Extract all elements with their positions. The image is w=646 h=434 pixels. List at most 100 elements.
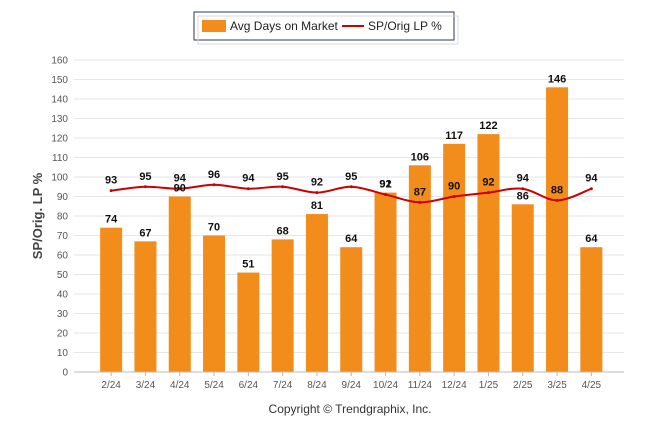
x-tick-label: 4/25 [582, 380, 602, 391]
y-tick-label: 100 [51, 173, 68, 184]
y-tick-label: 20 [57, 329, 69, 340]
data-labels: 74 67 90 70 51 68 81 64 92 106 117 122 86 146 64 93 95 94… [105, 73, 598, 270]
line-value-label: 93 [105, 175, 117, 187]
line-value-label: 94 [517, 173, 530, 185]
line-point [555, 198, 559, 202]
x-tick-label: 4/24 [170, 380, 190, 391]
bar-value-label: 90 [174, 183, 186, 195]
y-tick-label: 0 [62, 368, 68, 379]
y-tick-label: 160 [51, 56, 68, 67]
line-value-label: 95 [345, 171, 357, 183]
y-tick-label: 70 [57, 231, 69, 242]
bar [203, 235, 226, 372]
line-value-label: 91 [379, 179, 391, 191]
axes: 0 10 20 30 40 50 60 70 80 90 100 110 120 130 140 150 160… [51, 56, 624, 391]
line-value-label: 88 [551, 184, 563, 196]
line-series [109, 183, 593, 204]
line-point [589, 187, 593, 191]
line-point [384, 193, 388, 197]
x-tick-label: 12/24 [442, 380, 467, 391]
y-tick-label: 130 [51, 114, 68, 125]
x-tick-label: 2/25 [513, 380, 533, 391]
line-value-label: 92 [311, 177, 323, 189]
line-point [281, 185, 285, 189]
bar [546, 87, 569, 373]
bar [511, 204, 534, 372]
line-value-label: 87 [414, 186, 426, 198]
x-tick-label: 7/24 [273, 380, 293, 391]
bar [100, 227, 123, 372]
line-point [246, 187, 250, 191]
line-value-label: 94 [174, 173, 187, 185]
bar-value-label: 117 [445, 130, 463, 142]
y-tick-label: 30 [57, 309, 69, 320]
bar [271, 239, 294, 372]
line-point [143, 185, 147, 189]
line-value-label: 92 [482, 177, 494, 189]
bar [443, 143, 466, 372]
line-point [521, 187, 525, 191]
x-tick-label: 6/24 [239, 380, 259, 391]
x-tick-label: 3/25 [547, 380, 567, 391]
line-value-label: 96 [208, 169, 220, 181]
y-tick-label: 80 [57, 212, 69, 223]
legend-label-line: SP/Orig LP % [368, 19, 442, 33]
bar-series [100, 87, 603, 373]
x-tick-label: 1/25 [479, 380, 499, 391]
bar-value-label: 106 [411, 151, 429, 163]
x-tick-label: 11/24 [408, 380, 433, 391]
x-tick-label: 8/24 [307, 380, 327, 391]
line-value-label: 94 [585, 173, 598, 185]
line-point [109, 189, 113, 193]
x-tick-label: 10/24 [373, 380, 398, 391]
line-point [349, 185, 353, 189]
bar [340, 247, 363, 372]
bar-value-label: 67 [139, 227, 151, 239]
bar-value-label: 86 [517, 190, 529, 202]
bar [305, 214, 328, 372]
line-value-label: 94 [242, 173, 255, 185]
bar [408, 165, 431, 372]
y-tick-label: 50 [57, 270, 69, 281]
legend-label-bar: Avg Days on Market [230, 19, 338, 33]
copyright-credit: Copyright © Trendgraphix, Inc. [269, 402, 432, 416]
line-value-label: 90 [448, 181, 460, 193]
x-tick-label: 9/24 [342, 380, 362, 391]
line-point [178, 187, 182, 191]
bar-value-label: 70 [208, 222, 220, 234]
bar [374, 192, 397, 372]
y-tick-label: 140 [51, 95, 68, 106]
bar-value-label: 64 [585, 233, 598, 245]
bar-value-label: 92 [379, 179, 391, 191]
line-point [315, 191, 319, 195]
y-tick-label: 40 [57, 290, 69, 301]
bar [237, 272, 260, 372]
y-tick-label: 60 [57, 251, 69, 262]
bar [477, 134, 500, 372]
bar-value-label: 122 [479, 120, 497, 132]
legend-swatch-bar [202, 20, 226, 32]
bar-value-label: 81 [311, 200, 323, 212]
line-point [212, 183, 216, 187]
bar-value-label: 146 [548, 73, 566, 85]
bar-value-label: 64 [345, 233, 358, 245]
y-tick-label: 10 [57, 348, 69, 359]
line-value-label: 95 [139, 171, 151, 183]
bar [134, 241, 157, 372]
legend-box [193, 11, 455, 41]
y-axis-title: SP/Orig. LP % [30, 172, 45, 259]
legend-shadow [197, 15, 459, 45]
line-point [418, 200, 422, 204]
x-tick-label: 5/24 [204, 380, 224, 391]
bar [580, 247, 603, 372]
bar-value-label: 74 [105, 214, 118, 226]
y-tick-label: 150 [51, 75, 68, 86]
line-point [452, 195, 456, 198]
line-point [486, 191, 490, 195]
bar [168, 196, 191, 372]
bar-value-label: 68 [277, 225, 289, 237]
bar-value-label: 51 [242, 259, 254, 271]
y-tick-label: 90 [57, 192, 69, 203]
y-tick-label: 110 [52, 153, 68, 164]
